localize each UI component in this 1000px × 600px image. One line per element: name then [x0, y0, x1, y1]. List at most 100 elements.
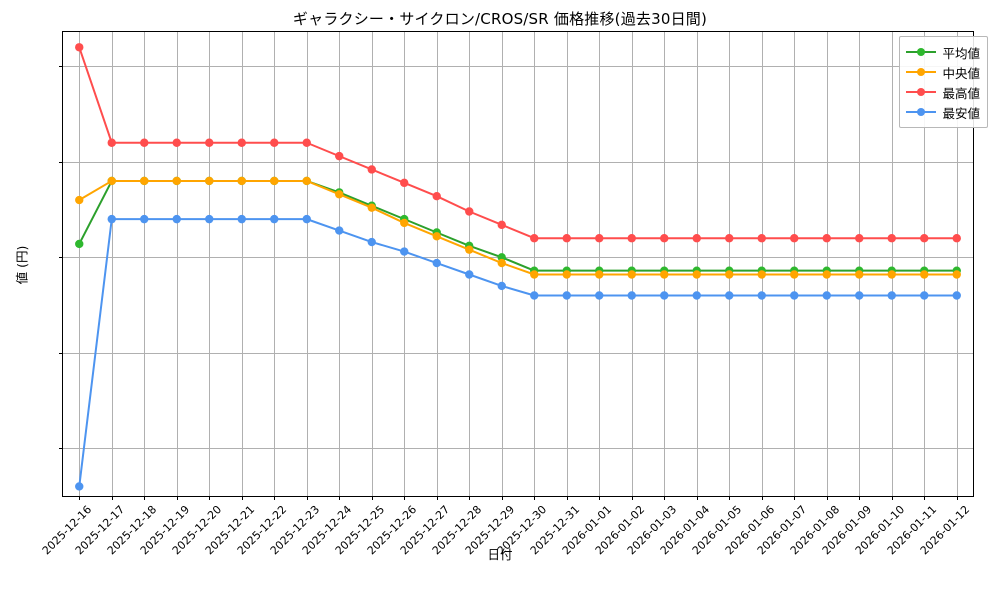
series-中央値 [75, 176, 961, 279]
data-point [595, 234, 604, 243]
x-gridline [664, 32, 666, 496]
data-point [400, 218, 409, 228]
legend-dot-icon [917, 88, 926, 96]
data-point [432, 192, 441, 201]
data-point [887, 270, 896, 279]
x-tick-mark [696, 496, 698, 500]
data-point [302, 176, 311, 186]
x-tick-mark [956, 496, 958, 500]
data-point [855, 291, 864, 300]
series-最安値 [75, 214, 961, 491]
data-point [75, 482, 84, 491]
data-point [952, 234, 961, 243]
data-point [302, 214, 311, 224]
x-tick-mark [79, 496, 81, 500]
x-tick-mark [241, 496, 243, 500]
data-point [530, 234, 539, 243]
data-point [725, 270, 734, 279]
data-point [367, 165, 376, 174]
data-point [497, 220, 506, 230]
legend-item-平均値[interactable]: 平均値 [906, 42, 980, 62]
data-point [270, 138, 279, 147]
series-最高値 [75, 43, 961, 243]
data-point [335, 151, 344, 161]
legend-swatch-icon [906, 86, 937, 98]
data-point [757, 234, 766, 243]
x-gridline [826, 32, 828, 496]
data-point [465, 245, 474, 254]
data-point [822, 234, 831, 243]
x-gridline [956, 32, 958, 496]
x-tick-mark [111, 496, 113, 500]
data-point [205, 214, 214, 224]
x-tick-mark [501, 496, 503, 500]
data-point [270, 176, 279, 186]
x-tick-mark [566, 496, 568, 500]
x-tick-mark [826, 496, 828, 500]
legend-label: 中央値 [942, 65, 980, 81]
data-point [660, 291, 669, 300]
legend-swatch-icon [906, 66, 937, 78]
data-point [140, 138, 149, 147]
x-gridline [111, 32, 113, 496]
data-point [920, 291, 929, 300]
plot-area: 値 (円) 501001502002502025-12-162025-12-17… [15, 31, 974, 557]
data-point [270, 214, 279, 224]
x-tick-mark [469, 496, 471, 500]
y-gridline [63, 448, 973, 450]
x-tick-mark [761, 496, 763, 500]
x-tick-mark [534, 496, 536, 500]
x-tick-mark [794, 496, 796, 500]
x-gridline [209, 32, 211, 496]
x-tick-mark [436, 496, 438, 500]
data-point [822, 270, 831, 279]
x-tick-mark [306, 496, 308, 500]
x-tick-mark [209, 496, 211, 500]
data-point [595, 270, 604, 279]
x-gridline [176, 32, 178, 496]
data-point [497, 281, 506, 291]
data-point [237, 176, 246, 186]
y-gridline [63, 257, 973, 259]
y-tick-mark [59, 448, 63, 450]
data-point [757, 270, 766, 279]
data-point [172, 176, 181, 186]
data-point [855, 270, 864, 279]
x-gridline [534, 32, 536, 496]
y-gridline [63, 66, 973, 68]
legend-item-最安値[interactable]: 最安値 [906, 102, 980, 122]
data-point [75, 239, 84, 249]
data-point [205, 176, 214, 186]
legend-item-中央値[interactable]: 中央値 [906, 62, 980, 82]
data-point [790, 291, 799, 300]
x-gridline [599, 32, 601, 496]
data-point [400, 247, 409, 256]
data-point [107, 214, 116, 224]
legend-item-最高値[interactable]: 最高値 [906, 82, 980, 102]
data-point [465, 207, 474, 216]
data-point [887, 234, 896, 243]
x-tick-mark [664, 496, 666, 500]
x-tick-mark [859, 496, 861, 500]
data-point [790, 234, 799, 243]
y-tick-mark [59, 161, 63, 163]
x-gridline [631, 32, 633, 496]
x-gridline [696, 32, 698, 496]
data-point [530, 270, 539, 279]
x-gridline [79, 32, 81, 496]
data-point [920, 234, 929, 243]
x-axis-label: 日付 [487, 547, 513, 562]
data-point [822, 291, 831, 300]
x-gridline [859, 32, 861, 496]
x-tick-mark [924, 496, 926, 500]
data-point [627, 291, 636, 300]
x-gridline [924, 32, 926, 496]
data-point [692, 270, 701, 279]
data-point [660, 234, 669, 243]
x-tick-mark [729, 496, 731, 500]
data-point [627, 234, 636, 243]
x-tick-mark [891, 496, 893, 500]
x-gridline [306, 32, 308, 496]
data-point [107, 138, 116, 147]
data-layer [63, 32, 973, 496]
